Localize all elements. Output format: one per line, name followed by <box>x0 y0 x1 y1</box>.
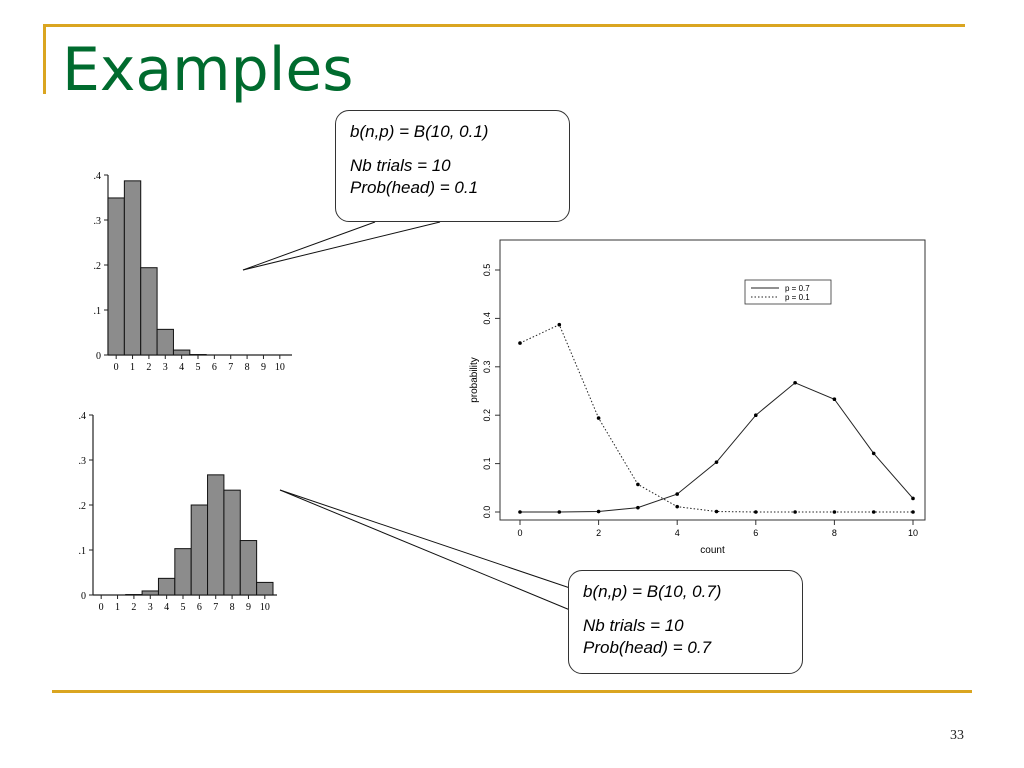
x-tick-label: 1 <box>130 362 135 373</box>
series-0-point-10 <box>911 496 915 501</box>
series-1-point-5 <box>714 509 719 514</box>
x-tick-label: 2 <box>596 528 601 538</box>
slide-title: Examples <box>62 35 354 105</box>
series-1-point-9 <box>871 510 876 514</box>
callout-top-formula: b(n,p) = B(10, 0.1) <box>350 122 489 141</box>
x-tick-label: 0 <box>114 362 119 373</box>
x-tick-label: 8 <box>832 528 837 538</box>
series-0-point-3 <box>636 505 640 510</box>
x-tick-label: 10 <box>908 528 918 538</box>
y-tick-label: .1 <box>79 546 87 557</box>
y-tick-label: 0.1 <box>482 457 492 470</box>
series-1-point-4 <box>675 504 679 509</box>
x-tick-label: 3 <box>163 362 168 373</box>
series-0-point-8 <box>832 397 837 402</box>
series-1-point-10 <box>911 510 915 514</box>
series-0-point-0 <box>518 510 522 514</box>
x-tick-label: 3 <box>148 602 153 613</box>
series-1-point-1 <box>557 322 562 327</box>
x-tick-label: 8 <box>245 362 250 373</box>
x-tick-label: 4 <box>164 602 169 613</box>
x-tick-label: 6 <box>197 602 202 613</box>
series-0-point-4 <box>675 492 679 496</box>
legend-label-0: p = 0.7 <box>785 284 810 293</box>
y-tick-label: .2 <box>79 501 87 512</box>
x-tick-label: 9 <box>261 362 266 373</box>
callout-top: b(n,p) = B(10, 0.1) Nb trials = 10 Prob(… <box>335 110 570 222</box>
series-1-point-3 <box>636 482 640 487</box>
x-tick-label: 8 <box>230 602 235 613</box>
series-0-point-6 <box>754 413 758 417</box>
series-1-point-7 <box>793 510 797 514</box>
series-1-point-6 <box>754 510 758 514</box>
y-tick-label: .4 <box>79 411 87 422</box>
x-tick-label: 9 <box>246 602 251 613</box>
series-0-point-1 <box>557 510 562 514</box>
x-tick-label: 5 <box>181 602 186 613</box>
y-tick-label: .3 <box>94 216 102 227</box>
y-tick-label: 0.3 <box>482 361 492 374</box>
x-tick-label: 0 <box>99 602 104 613</box>
x-tick-label: 0 <box>517 528 522 538</box>
series-0-point-9 <box>871 451 876 456</box>
x-tick-label: 7 <box>228 362 233 373</box>
binomial-line-chart: 0.0 0.1 0.2 0.3 0.4 0.5 0 2 4 6 8 10 count probabilit… <box>469 239 926 556</box>
legend-box <box>744 279 832 305</box>
top-rule <box>43 24 965 27</box>
x-tick-label: 7 <box>213 602 218 613</box>
callout-bottom-prob: Prob(head) = 0.7 <box>583 638 712 657</box>
y-tick-label: 0 <box>96 351 101 362</box>
series-1-point-0 <box>518 341 522 345</box>
binomial-histogram-p01: .4.3.2.100 1 2 3 4 5 6 7 8 9 10 <box>94 171 292 373</box>
left-rule <box>43 24 46 94</box>
callout-bottom-trials: Nb trials = 10 <box>583 616 684 635</box>
series-line-1 <box>519 324 913 513</box>
pointer-top-b <box>242 221 441 271</box>
y-tick-label: .4 <box>94 171 102 182</box>
x-tick-label: 6 <box>753 528 758 538</box>
plot-frame <box>499 239 926 521</box>
series-1-point-2 <box>596 416 601 420</box>
callout-top-trials: Nb trials = 10 <box>350 156 451 175</box>
series-0-point-5 <box>714 460 719 464</box>
y-tick-label: .1 <box>94 306 102 317</box>
series-0-point-2 <box>596 509 601 514</box>
y-tick-label: 0.4 <box>482 312 492 325</box>
callout-top-prob: Prob(head) = 0.1 <box>350 178 479 197</box>
page-number: 33 <box>950 728 964 743</box>
x-tick-label: 10 <box>275 362 285 373</box>
x-tick-label: 10 <box>260 602 270 613</box>
y-tick-label: 0.5 <box>482 264 492 277</box>
pointer-bottom-a <box>279 489 571 589</box>
x-axis-label: count <box>700 545 725 556</box>
series-1-point-8 <box>832 510 837 514</box>
bottom-rule <box>52 690 972 693</box>
callout-bottom: b(n,p) = B(10, 0.7) Nb trials = 10 Prob(… <box>568 570 803 674</box>
x-tick-label: 4 <box>179 362 184 373</box>
pointer-bottom-b <box>279 489 571 611</box>
legend-label-1: p = 0.1 <box>785 293 810 302</box>
y-tick-label: 0.0 <box>482 506 492 519</box>
pointer-top-a <box>242 221 376 271</box>
y-axis-label: probability <box>469 357 480 403</box>
x-tick-label: 5 <box>196 362 201 373</box>
y-tick-label: .3 <box>79 456 87 467</box>
x-tick-label: 4 <box>675 528 680 538</box>
x-tick-label: 6 <box>212 362 217 373</box>
callout-bottom-formula: b(n,p) = B(10, 0.7) <box>583 582 722 601</box>
x-tick-label: 2 <box>146 362 151 373</box>
y-tick-label: 0 <box>81 591 86 602</box>
series-0-point-7 <box>793 380 797 385</box>
x-tick-label: 1 <box>115 602 120 613</box>
y-tick-label: .2 <box>94 261 102 272</box>
x-tick-label: 2 <box>131 602 136 613</box>
binomial-histogram-p07: .4.3.2.100 1 2 3 4 5 6 7 8 9 10 <box>79 411 277 613</box>
y-tick-label: 0.2 <box>482 409 492 422</box>
